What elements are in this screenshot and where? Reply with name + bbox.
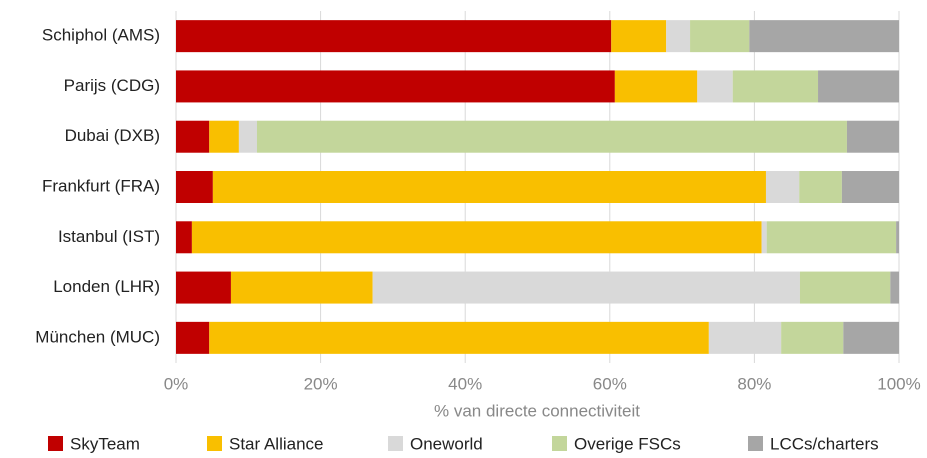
bar-segment (749, 20, 899, 53)
bar-segment (372, 271, 800, 304)
bar-segment (890, 271, 899, 304)
y-tick-label: Istanbul (IST) (58, 227, 160, 246)
bar-segment (176, 20, 612, 53)
x-tick-label: 80% (737, 374, 771, 393)
bar-segment (176, 221, 192, 254)
x-axis-label: % van directe connectiviteit (434, 401, 640, 420)
bar-segment (209, 120, 239, 153)
legend-label: SkyTeam (70, 434, 140, 453)
legend-label: Overige FSCs (574, 434, 681, 453)
bar-segment (256, 120, 847, 153)
bar-segment (765, 171, 800, 203)
legend-swatch (48, 436, 63, 451)
bar-segment (818, 70, 899, 103)
x-tick-label: 20% (304, 374, 338, 393)
bar-segment (896, 221, 899, 254)
y-tick-label: Dubai (DXB) (65, 126, 160, 145)
bar-segment (230, 271, 373, 304)
legend-label: Star Alliance (229, 434, 324, 453)
bar-segment (191, 221, 762, 254)
bar-segment (238, 120, 257, 153)
y-tick-label: Parijs (CDG) (64, 76, 160, 95)
y-tick-label: Frankfurt (FRA) (42, 176, 160, 195)
bar-segment (176, 120, 210, 153)
x-tick-label: 60% (593, 374, 627, 393)
bar-segment (176, 171, 213, 203)
y-tick-label: Schiphol (AMS) (42, 26, 160, 45)
y-tick-label: Londen (LHR) (53, 277, 160, 296)
bar-segment (176, 70, 615, 103)
bar-segment (209, 321, 709, 354)
bar-segment (614, 70, 698, 103)
bar-segment (766, 221, 897, 254)
bar-segment (799, 171, 842, 203)
bar-segment (761, 221, 767, 254)
bar-segment (176, 321, 210, 354)
bar-segment (697, 70, 733, 103)
legend-swatch (207, 436, 222, 451)
bar-segment (212, 171, 766, 203)
bar-segment (732, 70, 819, 103)
legend-label: Oneworld (410, 434, 483, 453)
bar-segment (690, 20, 750, 53)
bar-segment (176, 271, 231, 304)
legend-label: LCCs/charters (770, 434, 879, 453)
bar-segment (611, 20, 667, 53)
bar-segment (846, 120, 899, 153)
bar-segment (799, 271, 891, 304)
legend-swatch (388, 436, 403, 451)
bar-segment (666, 20, 691, 53)
bar-segment (781, 321, 844, 354)
bar-segment (708, 321, 782, 354)
y-tick-label: München (MUC) (35, 327, 160, 346)
x-tick-label: 40% (448, 374, 482, 393)
bar-segment (841, 171, 899, 203)
x-tick-label: 0% (164, 374, 189, 393)
legend-swatch (552, 436, 567, 451)
bar-segment (843, 321, 899, 354)
x-tick-label: 100% (877, 374, 920, 393)
legend-swatch (748, 436, 763, 451)
